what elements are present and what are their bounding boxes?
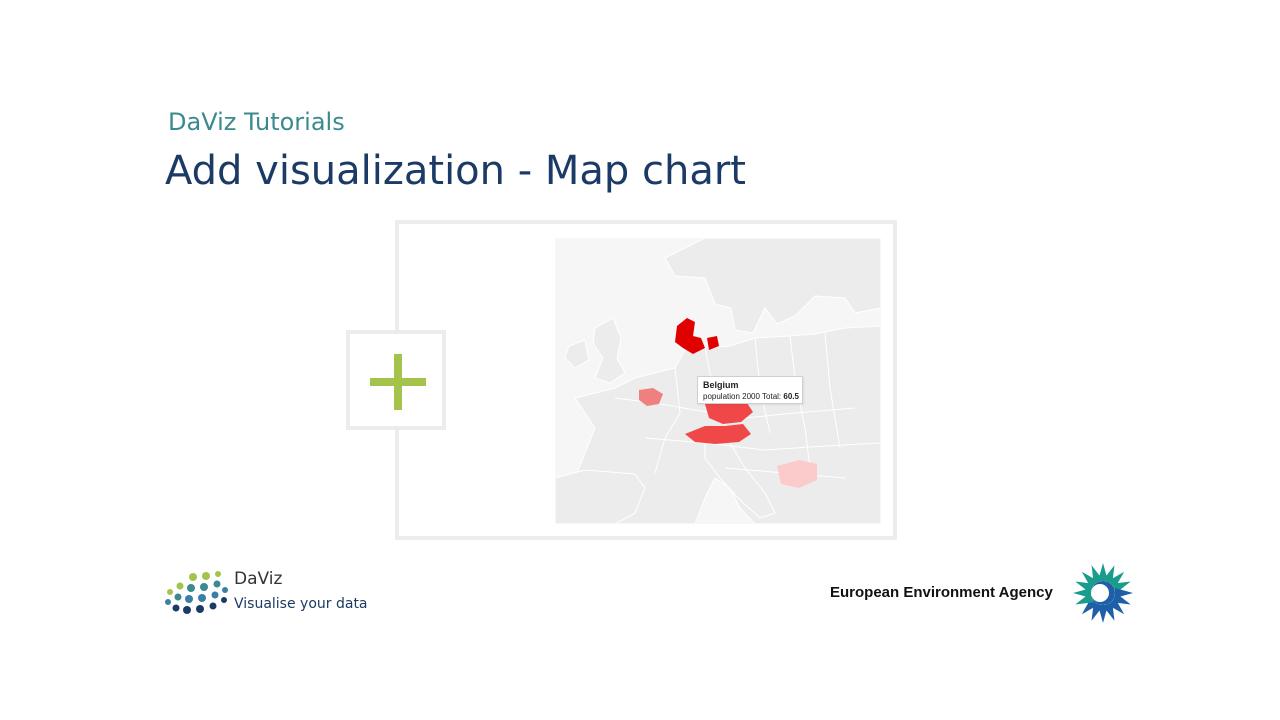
- land-britain: [592, 317, 626, 384]
- agency-name: European Environment Agency: [830, 584, 1053, 601]
- plus-icon: [370, 354, 426, 410]
- daviz-logo-icon: [165, 571, 228, 614]
- map-chart[interactable]: Belgium population 2000 Total: 60.5: [555, 238, 881, 524]
- country-bulgaria: [777, 460, 817, 488]
- tooltip-value: 60.5: [783, 392, 799, 401]
- tooltip-series-label: population 2000 Total:: [703, 392, 782, 401]
- hand-cursor-icon: [807, 414, 881, 524]
- land-scandinavia: [664, 238, 881, 334]
- land-iberia: [555, 469, 646, 524]
- brand-name: DaViz: [234, 569, 283, 589]
- tooltip-line: population 2000 Total: 60.5: [703, 391, 799, 402]
- country-belgium: [639, 388, 663, 406]
- country-austria: [685, 424, 751, 444]
- page-title: Add visualization - Map chart: [165, 148, 746, 194]
- tutorial-subtitle: DaViz Tutorials: [168, 108, 345, 136]
- land-ireland: [564, 339, 590, 369]
- add-visualization-button[interactable]: [346, 330, 446, 430]
- map-preview-frame: Belgium population 2000 Total: 60.5: [395, 220, 897, 540]
- tooltip-country: Belgium: [703, 380, 739, 390]
- map-tooltip: Belgium population 2000 Total: 60.5: [697, 376, 803, 404]
- country-denmark: [675, 318, 719, 354]
- land-italy: [704, 437, 776, 519]
- brand-tagline: Visualise your data: [234, 596, 368, 612]
- eea-logo-icon: [1073, 563, 1133, 623]
